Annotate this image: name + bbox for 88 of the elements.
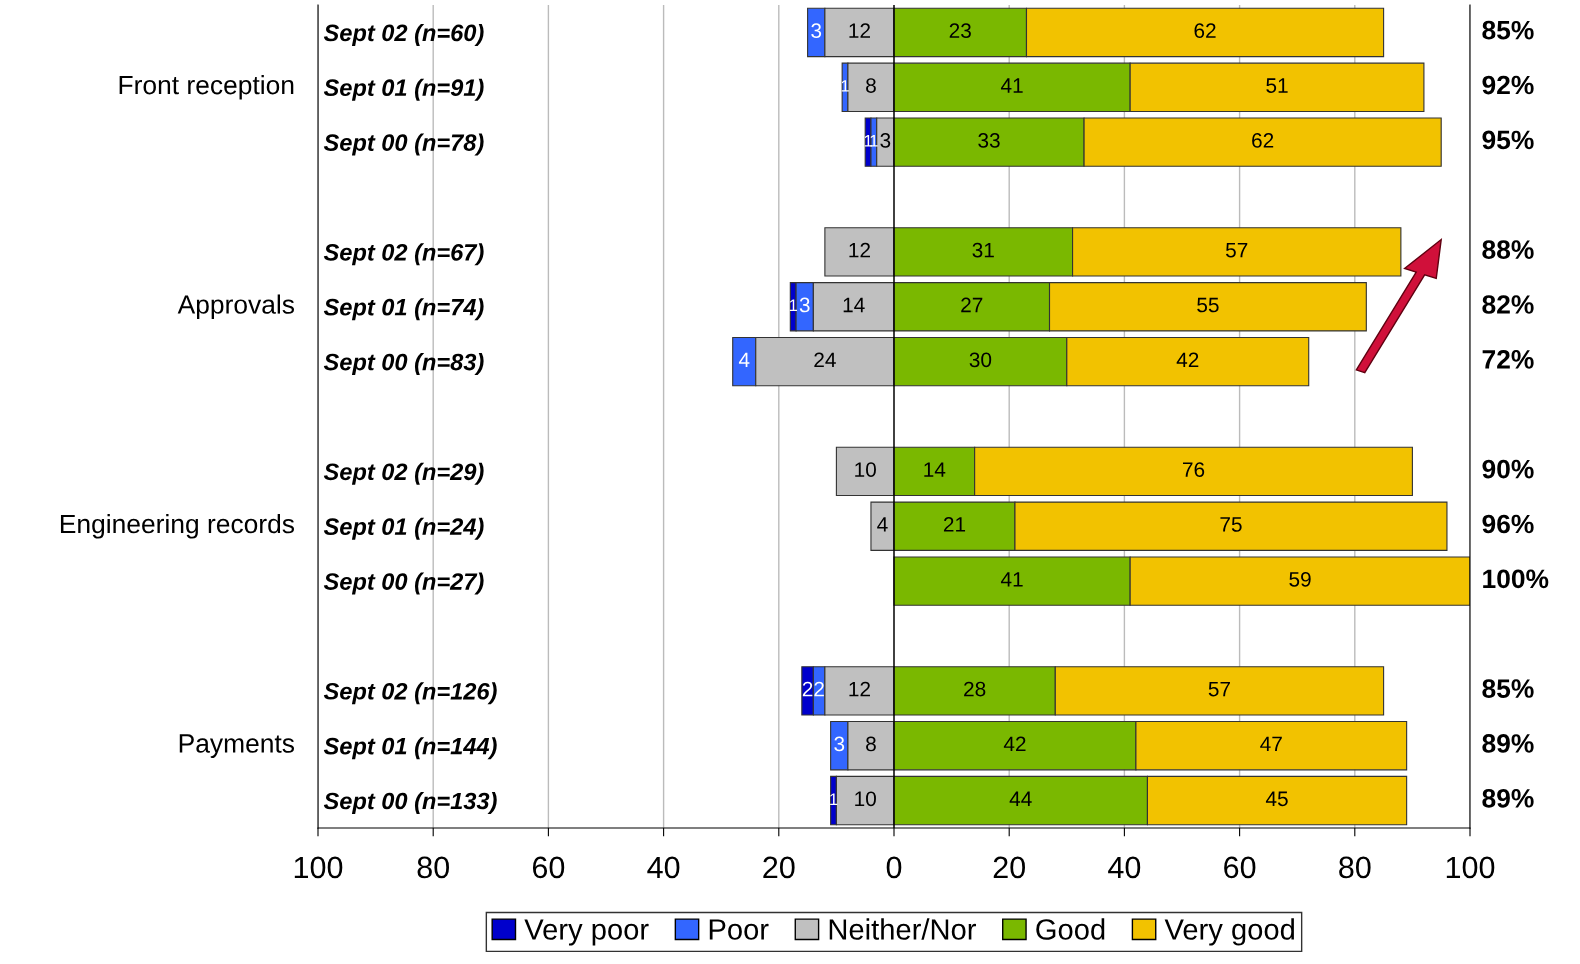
data-label: 76 — [1183, 462, 1205, 477]
text: 100% — [1483, 569, 1549, 589]
data-label: 41 — [1000, 78, 1023, 93]
data-label: 8 — [866, 736, 876, 752]
y-tick-label: Sept 00 (n=27) — [323, 572, 484, 595]
x-tick-label: 60 — [532, 856, 565, 879]
data-label: 59 — [1289, 571, 1311, 587]
data-label: 57 — [1225, 242, 1248, 258]
data-label: 41 — [1000, 572, 1023, 587]
x-tick-label: 40 — [647, 856, 680, 879]
text: Engineering records — [60, 513, 295, 539]
x-tick-label: 20 — [763, 856, 795, 879]
x-tick-label: 0 — [886, 856, 902, 879]
legend-label: Poor — [709, 919, 769, 940]
data-label: 51 — [1266, 78, 1288, 93]
x-tick-label: 80 — [417, 856, 449, 879]
y-tick-label: Sept 01 (n=24) — [323, 517, 484, 540]
data-label: 47 — [1260, 736, 1282, 752]
y-tick-label: Sept 00 (n=133) — [323, 792, 497, 815]
data-label: 42 — [1003, 736, 1026, 752]
text: 82% — [1482, 295, 1534, 314]
legend-label: Good — [1036, 918, 1105, 940]
data-label: 10 — [855, 462, 876, 477]
text: 89% — [1482, 788, 1534, 808]
data-label: 30 — [969, 352, 992, 368]
data-label: 57 — [1208, 681, 1230, 697]
data-label: 4 — [877, 517, 888, 532]
text: 85% — [1482, 679, 1534, 698]
data-label: 12 — [849, 681, 870, 697]
data-label: 10 — [855, 791, 876, 807]
x-tick-label: 100 — [294, 856, 343, 879]
x-tick-label: 40 — [1108, 856, 1141, 879]
data-label: 2 — [814, 681, 824, 697]
data-label: 62 — [1252, 133, 1274, 148]
data-label: 8 — [866, 78, 876, 93]
data-label: 75 — [1220, 517, 1242, 532]
text: 92% — [1482, 75, 1534, 95]
x-tick-label: 100 — [1446, 856, 1495, 879]
legend-label: Neither/Nor — [829, 918, 976, 940]
data-label: 3 — [834, 736, 845, 752]
data-label: 3 — [799, 297, 810, 313]
y-tick-label: Sept 00 (n=78) — [323, 133, 484, 156]
legend-label: Very poor — [524, 919, 649, 946]
y-tick-label: Sept 00 (n=83) — [323, 353, 484, 376]
text: 90% — [1482, 459, 1534, 479]
data-label: 14 — [843, 297, 865, 313]
data-label: 3 — [880, 133, 891, 148]
bar — [824, 227, 895, 277]
x-tick-label: 60 — [1224, 856, 1256, 879]
data-label: 28 — [964, 681, 986, 697]
data-label: 12 — [849, 23, 870, 38]
data-label: 4 — [738, 352, 750, 368]
data-label: 2 — [802, 681, 813, 697]
text: 95% — [1482, 130, 1534, 150]
y-tick-label: Sept 01 (n=144) — [323, 737, 497, 760]
data-label: 23 — [949, 23, 971, 39]
text: 96% — [1482, 514, 1534, 534]
text: Payments — [179, 734, 295, 758]
y-tick-label: Sept 02 (n=29) — [323, 462, 484, 485]
data-label: 12 — [849, 242, 870, 258]
x-tick-label: 20 — [993, 856, 1025, 879]
legend-label: Very good — [1164, 918, 1294, 946]
data-label: 21 — [943, 517, 966, 532]
data-label: 44 — [1009, 791, 1032, 806]
data-label: 45 — [1265, 791, 1288, 807]
y-tick-label: Sept 01 (n=74) — [323, 298, 484, 321]
y-tick-label: Sept 02 (n=126) — [323, 682, 497, 705]
data-label: 3 — [811, 23, 822, 39]
data-label: 42 — [1176, 352, 1199, 368]
x-tick-label: 80 — [1339, 856, 1371, 879]
y-tick-label: Sept 02 (n=60) — [323, 23, 484, 46]
text: 72% — [1482, 350, 1534, 369]
data-label: 62 — [1194, 23, 1216, 39]
y-tick-label: Sept 01 (n=91) — [323, 78, 484, 101]
data-label: 27 — [961, 297, 983, 313]
text: 89% — [1482, 734, 1534, 753]
text: 85% — [1482, 20, 1534, 40]
data-label: 31 — [972, 242, 994, 258]
y-tick-label: Sept 02 (n=67) — [323, 243, 484, 266]
bar — [835, 446, 895, 497]
text: 88% — [1482, 240, 1534, 259]
text: Approvals — [177, 294, 295, 320]
data-label: 55 — [1197, 297, 1219, 313]
data-label: 33 — [978, 133, 1000, 148]
text: Front reception — [119, 75, 294, 100]
data-label: 24 — [814, 352, 836, 368]
bar — [870, 501, 895, 551]
data-label: 14 — [924, 462, 946, 477]
